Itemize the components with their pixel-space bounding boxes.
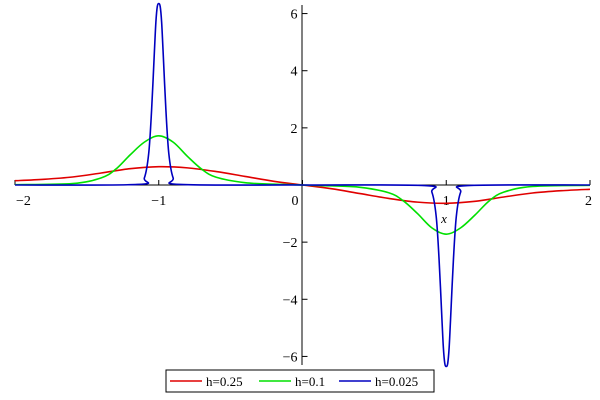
y-tick-label: 4 xyxy=(291,65,298,80)
legend: h=0.25 h=0.1 h=0.025 xyxy=(165,369,435,393)
x-tick-label: 0 xyxy=(292,194,299,209)
x-tick-label: −2 xyxy=(16,194,31,209)
y-tick-label: 6 xyxy=(291,8,298,23)
y-tick-label: −2 xyxy=(283,236,298,251)
x-tick-label: 2 xyxy=(585,194,592,209)
legend-label-1: h=0.1 xyxy=(295,374,325,389)
legend-box xyxy=(165,369,435,393)
series-line-2 xyxy=(14,2,591,368)
y-tick-label: 2 xyxy=(291,122,298,137)
x-tick-label: 1 xyxy=(443,194,450,209)
ticks-group: −2 −1 0 1 2 −6 −4 −2 2 4 6 xyxy=(14,8,592,365)
y-tick-label: −6 xyxy=(283,350,298,365)
y-tick-label: −4 xyxy=(283,293,298,308)
legend-label-0: h=0.25 xyxy=(206,374,243,389)
x-tick-label: −1 xyxy=(151,194,166,209)
x-axis-label: x xyxy=(440,211,447,226)
legend-label-2: h=0.025 xyxy=(375,374,418,389)
series-group xyxy=(14,2,591,368)
legend-items: h=0.25 h=0.1 h=0.025 xyxy=(170,374,418,389)
